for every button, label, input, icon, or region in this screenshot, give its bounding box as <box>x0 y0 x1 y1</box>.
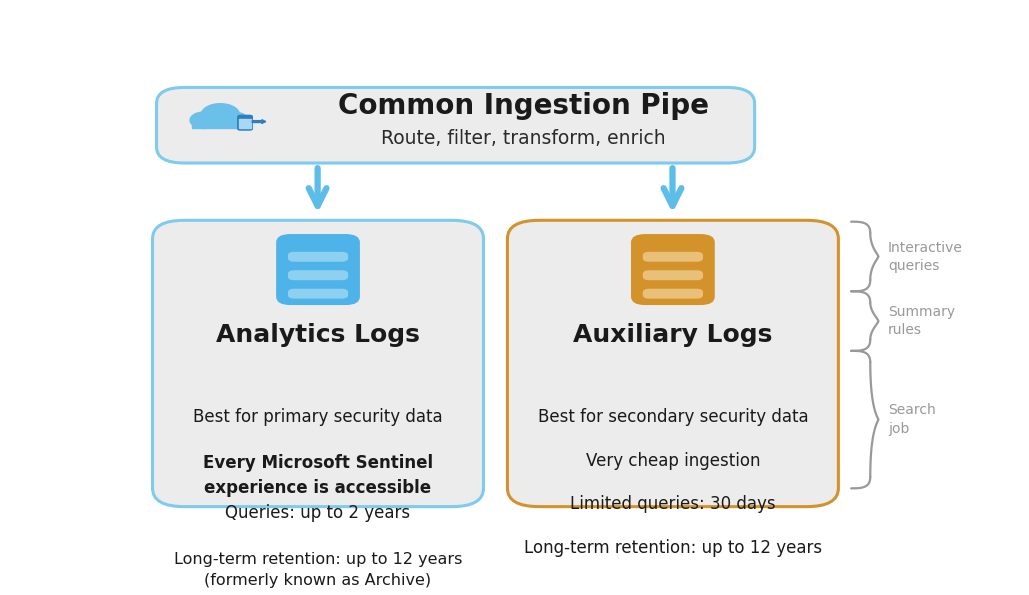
Text: Best for primary security data: Best for primary security data <box>193 408 442 426</box>
Text: Route, filter, transform, enrich: Route, filter, transform, enrich <box>381 130 666 149</box>
Text: Long-term retention: up to 12 years
(formerly known as Archive): Long-term retention: up to 12 years (for… <box>174 552 462 588</box>
FancyBboxPatch shape <box>507 220 839 507</box>
FancyBboxPatch shape <box>237 115 253 131</box>
FancyBboxPatch shape <box>288 289 348 299</box>
Text: Common Ingestion Pipe: Common Ingestion Pipe <box>338 92 709 120</box>
Text: Very cheap ingestion: Very cheap ingestion <box>586 452 760 469</box>
FancyBboxPatch shape <box>631 234 715 305</box>
Text: Analytics Logs: Analytics Logs <box>216 324 420 347</box>
FancyBboxPatch shape <box>152 220 484 507</box>
Text: Long-term retention: up to 12 years: Long-term retention: up to 12 years <box>524 538 822 557</box>
Text: Limited queries: 30 days: Limited queries: 30 days <box>570 495 776 513</box>
Bar <box>192 117 239 127</box>
FancyBboxPatch shape <box>156 87 754 163</box>
Bar <box>240 119 251 127</box>
FancyBboxPatch shape <box>643 252 703 262</box>
Text: Search
job: Search job <box>888 403 935 436</box>
Text: Every Microsoft Sentinel
experience is accessible: Every Microsoft Sentinel experience is a… <box>203 454 433 497</box>
FancyBboxPatch shape <box>643 289 703 299</box>
Circle shape <box>190 112 219 129</box>
Circle shape <box>223 112 247 126</box>
FancyBboxPatch shape <box>288 252 348 262</box>
Text: Best for secondary security data: Best for secondary security data <box>537 408 808 426</box>
FancyBboxPatch shape <box>276 234 360 305</box>
FancyBboxPatch shape <box>288 270 348 280</box>
Text: Queries: up to 2 years: Queries: up to 2 years <box>225 505 411 522</box>
Circle shape <box>202 104 240 126</box>
FancyArrow shape <box>252 120 265 123</box>
Text: Interactive
queries: Interactive queries <box>888 241 963 273</box>
FancyBboxPatch shape <box>643 270 703 280</box>
Text: Auxiliary Logs: Auxiliary Logs <box>573 324 773 347</box>
Text: Summary
rules: Summary rules <box>888 305 955 337</box>
